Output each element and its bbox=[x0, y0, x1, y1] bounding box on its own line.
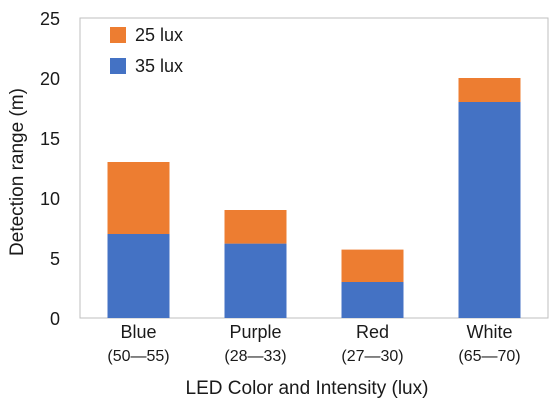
x-tick-label: White bbox=[466, 322, 512, 342]
bar-red-25-lux bbox=[341, 249, 404, 282]
x-tick-sublabel: (50—55) bbox=[107, 348, 169, 365]
y-tick-label: 0 bbox=[50, 309, 60, 329]
bar-red-35-lux bbox=[341, 282, 404, 318]
legend-label: 25 lux bbox=[135, 25, 183, 45]
bar-purple-25-lux bbox=[224, 210, 287, 244]
x-tick-label: Blue bbox=[120, 322, 156, 342]
bar-white-25-lux bbox=[458, 78, 521, 102]
x-tick-sublabel: (27—30) bbox=[341, 348, 403, 365]
x-tick-sublabel: (65—70) bbox=[458, 348, 520, 365]
y-tick-label: 20 bbox=[40, 69, 60, 89]
bar-purple-35-lux bbox=[224, 243, 287, 318]
legend-label: 35 lux bbox=[135, 56, 183, 76]
y-tick-label: 25 bbox=[40, 9, 60, 29]
x-tick-label: Red bbox=[356, 322, 389, 342]
bar-blue-25-lux bbox=[107, 162, 170, 234]
x-tick-label: Purple bbox=[229, 322, 281, 342]
y-axis-title: Detection range (m) bbox=[7, 88, 28, 256]
x-tick-sublabel: (28—33) bbox=[224, 348, 286, 365]
y-tick-label: 10 bbox=[40, 189, 60, 209]
legend-swatch bbox=[110, 27, 126, 43]
y-tick-label: 5 bbox=[50, 249, 60, 269]
x-axis-title: LED Color and Intensity (lux) bbox=[186, 378, 429, 399]
bar-white-35-lux bbox=[458, 102, 521, 318]
bar-blue-35-lux bbox=[107, 234, 170, 318]
y-tick-label: 15 bbox=[40, 129, 60, 149]
legend-swatch bbox=[110, 58, 126, 74]
plot-frame bbox=[79, 17, 549, 319]
